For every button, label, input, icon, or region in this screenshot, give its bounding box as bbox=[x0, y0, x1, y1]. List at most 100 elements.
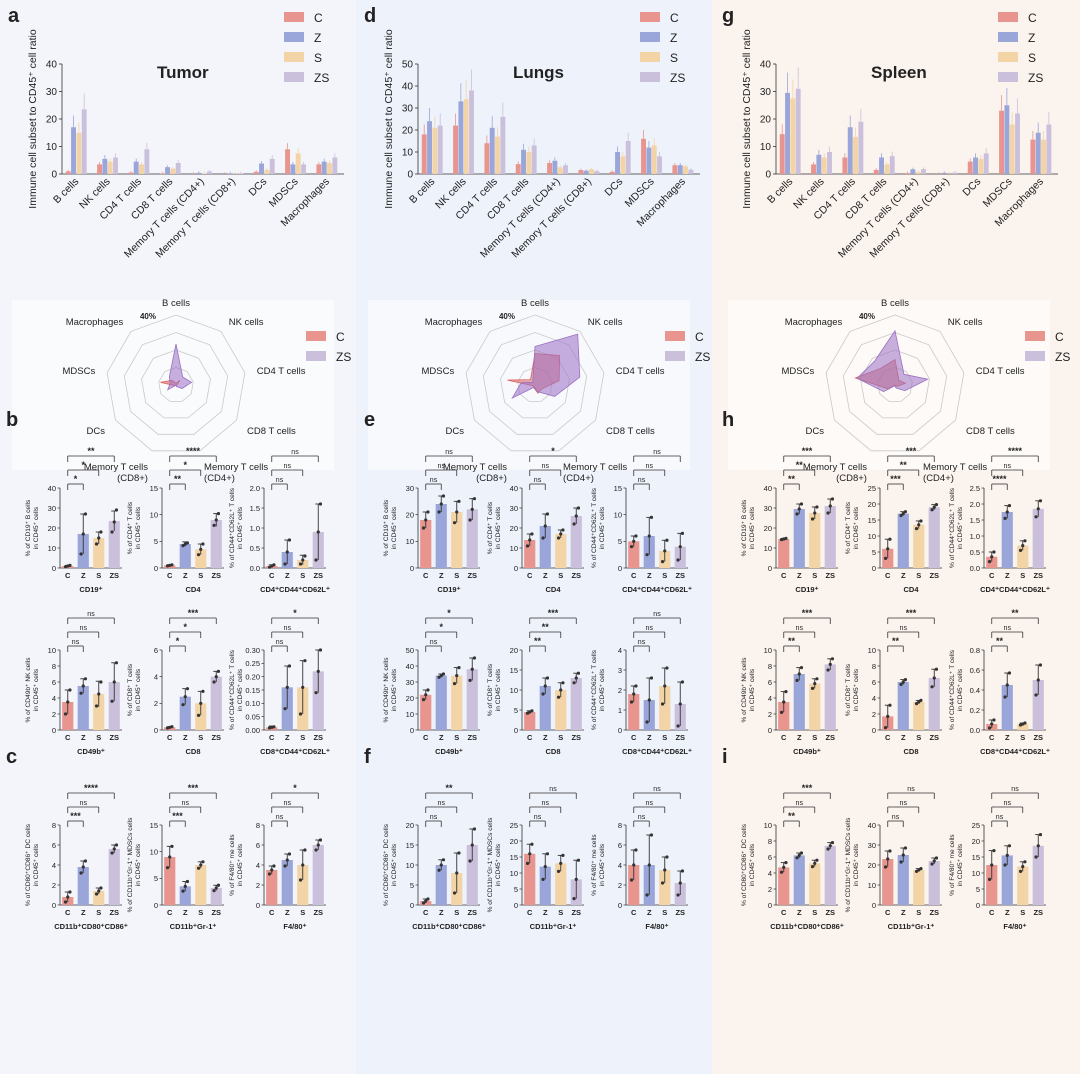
y-tick-label: 0 bbox=[872, 564, 876, 573]
bar-d-Z bbox=[427, 121, 432, 174]
legend-swatch-g bbox=[998, 32, 1018, 42]
data-point bbox=[455, 871, 459, 875]
sig-label: **** bbox=[992, 474, 1007, 484]
bar-Z bbox=[179, 696, 191, 730]
data-point bbox=[525, 544, 530, 548]
y-tick-label: 30 bbox=[406, 484, 414, 493]
legend-swatch-d bbox=[640, 72, 660, 82]
y-axis-label-g: Immune cell subset to CD45⁺ cell ratio bbox=[741, 29, 753, 209]
sig-label: ns bbox=[445, 449, 453, 456]
radar-axis-label-line: DCs bbox=[806, 426, 825, 437]
sig-label: ns bbox=[80, 625, 88, 632]
data-point bbox=[782, 700, 786, 704]
bar-a-ZS bbox=[113, 157, 118, 174]
bar-C bbox=[778, 867, 790, 905]
x-tick-label: S bbox=[812, 908, 817, 917]
y-tick-label: 1 bbox=[618, 706, 622, 715]
y-tick-label: 10 bbox=[764, 646, 772, 655]
y-tick-label: 4 bbox=[768, 694, 772, 703]
y-axis-label-line: % of CD11b⁺Gr-1⁺ MDSCs cells bbox=[127, 817, 134, 912]
data-point bbox=[114, 661, 119, 665]
data-point bbox=[1038, 833, 1043, 837]
x-tick-label: C bbox=[527, 571, 533, 580]
data-point bbox=[421, 698, 426, 702]
y-axis-label-line: % of CD19⁺ B cells bbox=[383, 499, 390, 556]
bar-d-Z bbox=[458, 101, 464, 174]
x-tick-label: Z bbox=[1005, 908, 1010, 917]
bar-d-ZS bbox=[657, 156, 662, 174]
x-tick-label: S bbox=[96, 571, 101, 580]
sig-label: ns bbox=[996, 814, 1004, 821]
bar-a-Z bbox=[290, 164, 296, 174]
y-tick-label: 4 bbox=[52, 861, 56, 870]
data-point bbox=[318, 648, 323, 652]
data-point bbox=[888, 703, 892, 707]
data-point bbox=[283, 707, 287, 711]
x-tick-label: S bbox=[1020, 733, 1025, 742]
bar-Z bbox=[179, 886, 191, 905]
panel-label-i: i bbox=[722, 746, 728, 768]
bar-Z bbox=[897, 513, 909, 568]
x-tick-label: Z bbox=[901, 571, 906, 580]
y-axis-label: % of CD44⁺CD62L⁺ T cellsin CD45⁺ cells bbox=[591, 487, 606, 568]
data-point bbox=[888, 849, 892, 853]
data-point bbox=[576, 506, 581, 510]
y-tick-label: 0.4 bbox=[970, 686, 980, 695]
radar-legend-label: C bbox=[1055, 330, 1064, 344]
data-point bbox=[468, 518, 472, 522]
sig-label: * bbox=[183, 460, 187, 470]
data-point bbox=[815, 505, 819, 509]
data-point bbox=[426, 897, 430, 901]
y-axis-label-line: in CD45⁺ cells bbox=[391, 843, 398, 886]
data-point bbox=[212, 889, 216, 893]
x-axis-label: CD4⁺CD44⁺CD62L⁺ bbox=[980, 585, 1050, 594]
sig-label: ns bbox=[646, 800, 654, 807]
sig-label: *** bbox=[802, 446, 813, 456]
y-tick-label: 2 bbox=[256, 881, 260, 890]
data-point bbox=[678, 881, 682, 885]
data-point bbox=[421, 526, 426, 530]
y-tick-label: 2.0 bbox=[970, 500, 980, 509]
y-axis-label-line: % of CD44⁺CD62L⁺ T cells bbox=[591, 487, 598, 568]
data-point bbox=[1021, 865, 1025, 869]
y-tick-label: 0 bbox=[768, 564, 772, 573]
y-tick-label: 0 bbox=[410, 564, 414, 573]
background-tumor bbox=[0, 0, 356, 1074]
small-chart-b1: b 0 10 20 30 40 % of CD19⁺ B cellsin CD45⁺ cel… bbox=[6, 409, 122, 594]
y-tick-label: 0 bbox=[154, 726, 158, 735]
x-tick-label: ZS bbox=[109, 733, 119, 742]
y-tick-label: 20 bbox=[510, 524, 518, 533]
y-tick-label: 0 bbox=[52, 901, 56, 910]
y-tick-label: 0.05 bbox=[245, 712, 260, 721]
sig-label: * bbox=[176, 636, 180, 646]
bar-a-C bbox=[97, 164, 102, 174]
data-point bbox=[214, 675, 218, 679]
x-tick-label: S bbox=[1020, 571, 1025, 580]
radar-axis-label-line: MDSCs bbox=[422, 366, 455, 377]
data-point bbox=[318, 838, 323, 842]
data-point bbox=[545, 512, 550, 516]
sig-label: *** bbox=[172, 811, 183, 821]
y-tick-label: 30 bbox=[406, 678, 414, 687]
y-tick-label: 1.0 bbox=[970, 532, 980, 541]
bar-g-C bbox=[967, 161, 973, 174]
y-tick-label: 0 bbox=[514, 726, 518, 735]
x-tick-label: S bbox=[812, 571, 817, 580]
y-tick-label: 0 bbox=[872, 726, 876, 735]
bar-g-S bbox=[790, 98, 796, 174]
bar-Z bbox=[539, 526, 551, 568]
data-point bbox=[112, 847, 116, 851]
y-axis-label-line: % of CD19⁺ B cells bbox=[25, 499, 32, 556]
y-tick-label: 40 bbox=[510, 484, 518, 493]
data-point bbox=[1036, 507, 1040, 511]
bar-Z bbox=[539, 686, 551, 730]
data-point bbox=[112, 680, 116, 684]
radar-legend-swatch bbox=[665, 351, 685, 361]
small-chart-f1: f 0 5 10 15 20 % of CD80⁺CD86⁺ DC cellsin CD45… bbox=[364, 746, 486, 931]
data-point bbox=[199, 701, 203, 705]
bar-g-ZS bbox=[889, 156, 895, 174]
small-chart-c3: 0 2 4 6 8 % of F4/80⁺ me cellsin CD45⁺ cells C… bbox=[229, 783, 326, 931]
bar-g-C bbox=[873, 169, 879, 174]
radar-legend-swatch bbox=[306, 351, 326, 361]
data-point bbox=[1021, 544, 1025, 548]
